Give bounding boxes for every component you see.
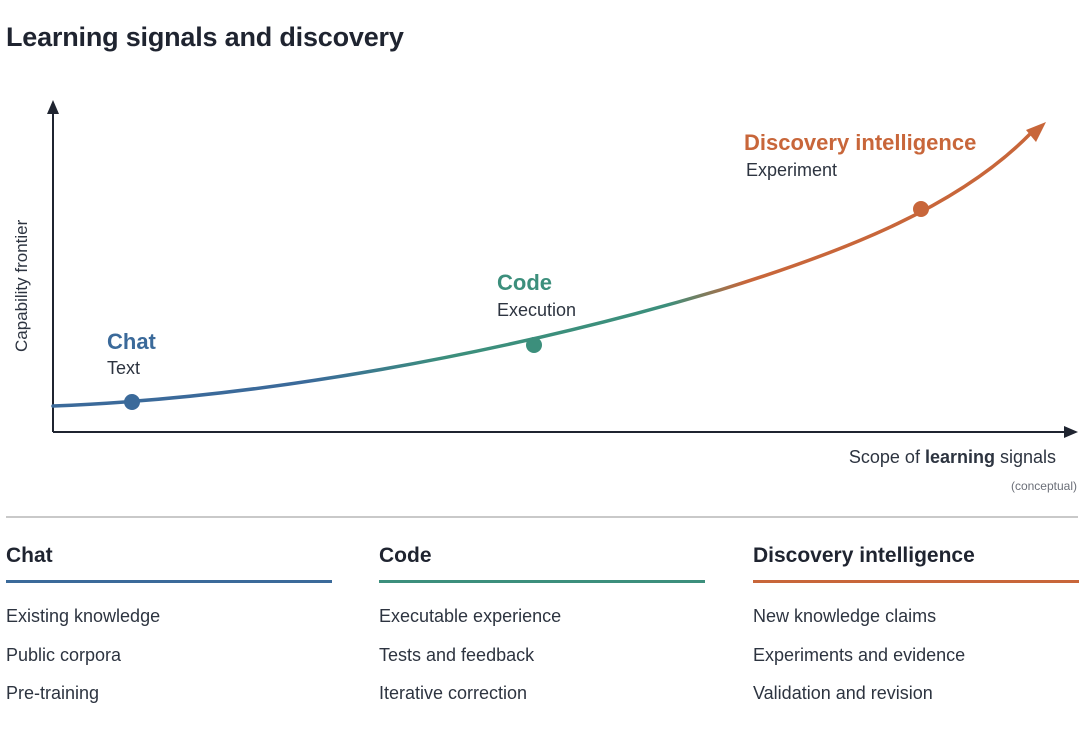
discovery-column-rule bbox=[753, 580, 1079, 583]
chat-column-rule bbox=[6, 580, 332, 583]
chat-point bbox=[124, 394, 140, 410]
chat-stage-name: Chat bbox=[107, 329, 157, 354]
code-point bbox=[526, 337, 542, 353]
capability-curve bbox=[51, 132, 1032, 408]
learning-curve-diagram: Capability frontier Scope of learning si… bbox=[12, 100, 1078, 493]
code-column-rule bbox=[379, 580, 705, 583]
page-title: Learning signals and discovery bbox=[6, 22, 404, 52]
discovery-stage-name: Discovery intelligence bbox=[744, 130, 976, 155]
discovery-point bbox=[913, 201, 929, 217]
code-column: Code Executable experience Tests and fee… bbox=[379, 544, 705, 719]
list-item: Pre-training bbox=[6, 683, 100, 703]
section-divider bbox=[6, 516, 1078, 518]
list-item: Validation and revision bbox=[753, 683, 933, 703]
code-column-list: Executable experience Tests and feedback… bbox=[379, 603, 705, 719]
x-axis-arrowhead bbox=[1064, 426, 1078, 438]
curve-arrowhead bbox=[1026, 122, 1046, 142]
y-axis-label: Capability frontier bbox=[12, 219, 31, 352]
list-item: New knowledge claims bbox=[753, 606, 937, 626]
chat-stage-signal: Text bbox=[107, 358, 140, 378]
discovery-column-title: Discovery intelligence bbox=[753, 544, 975, 567]
chat-column: Chat Existing knowledge Public corpora P… bbox=[6, 544, 332, 719]
x-axis-note: (conceptual) bbox=[1011, 479, 1077, 493]
discovery-column: Discovery intelligence New knowledge cla… bbox=[753, 544, 1079, 719]
list-item: Iterative correction bbox=[379, 683, 528, 703]
code-stage-name: Code bbox=[497, 270, 552, 295]
x-axis-label: Scope of learning signals bbox=[849, 447, 1056, 467]
discovery-column-list: New knowledge claims Experiments and evi… bbox=[753, 603, 1079, 719]
discovery-stage-signal: Experiment bbox=[746, 160, 837, 180]
list-item: Experiments and evidence bbox=[753, 644, 966, 665]
chat-column-title: Chat bbox=[6, 544, 53, 567]
list-item: Executable experience bbox=[379, 606, 562, 626]
code-column-title: Code bbox=[379, 544, 432, 567]
list-item: Existing knowledge bbox=[6, 606, 161, 626]
y-axis-arrowhead bbox=[47, 100, 59, 114]
chat-column-list: Existing knowledge Public corpora Pre-tr… bbox=[6, 603, 332, 719]
list-item: Public corpora bbox=[6, 644, 122, 665]
list-item: Tests and feedback bbox=[379, 644, 535, 665]
code-stage-signal: Execution bbox=[497, 300, 576, 320]
